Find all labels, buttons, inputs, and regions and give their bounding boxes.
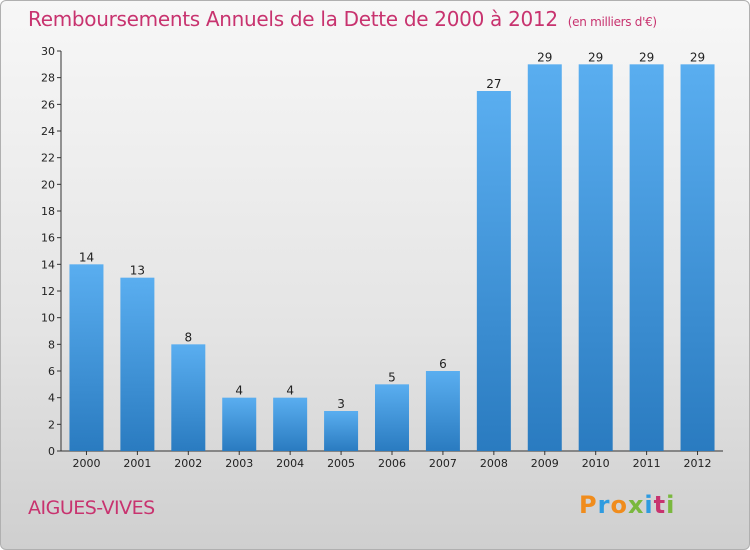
y-tick-label: 14 [41,258,55,271]
bar-2000 [69,264,104,451]
bar-value-label: 29 [639,50,654,64]
x-tick-label: 2008 [480,457,508,470]
bar-2004 [273,397,308,451]
chart-unit: (en milliers d'€) [567,15,657,29]
x-tick-label: 2006 [378,457,406,470]
y-tick-label: 22 [41,152,55,165]
y-tick-label: 2 [48,418,55,431]
bar-value-label: 6 [439,357,447,371]
bar-2002 [171,344,206,451]
proxiti-logo: Proxiti [579,491,675,519]
y-tick-label: 6 [48,365,55,378]
bar-2012 [680,64,715,452]
logo-letter: t [653,491,667,519]
bar-2011 [629,64,664,452]
y-tick-label: 16 [41,232,55,245]
chart-title-text: Remboursements Annuels de la Dette de 20… [28,7,558,31]
x-tick-label: 2000 [72,457,100,470]
x-tick-label: 2005 [327,457,355,470]
bar-2001 [120,277,155,451]
logo-letter: P [579,491,598,519]
y-tick-label: 4 [48,392,55,405]
y-tick-label: 20 [41,178,55,191]
y-tick-label: 8 [48,338,55,351]
city-name: AIGUES-VIVES [28,497,155,519]
x-tick-label: 2007 [429,457,457,470]
bar-2003 [222,397,257,451]
bar-2005 [324,411,359,451]
y-tick-label: 10 [41,312,55,325]
x-tick-label: 2002 [174,457,202,470]
bar-value-label: 29 [588,50,603,64]
bar-value-label: 14 [79,250,94,264]
x-tick-label: 2012 [684,457,712,470]
bar-2007 [425,371,460,451]
bar-value-label: 27 [486,77,501,91]
bar-value-label: 3 [337,397,345,411]
bar-2009 [527,64,562,452]
chart-title: Remboursements Annuels de la Dette de 20… [28,7,657,31]
bar-value-label: 29 [537,50,552,64]
y-tick-label: 28 [41,72,55,85]
y-tick-label: 30 [41,45,55,58]
logo-letter: i [666,491,676,519]
bar-2008 [476,91,511,451]
bar-2010 [578,64,613,452]
bar-value-label: 5 [388,370,396,384]
logo-letter: o [610,491,628,519]
x-tick-label: 2010 [582,457,610,470]
bar-value-label: 8 [184,330,192,344]
x-tick-label: 2011 [633,457,661,470]
bar-value-label: 4 [235,384,243,398]
x-tick-label: 2004 [276,457,304,470]
y-tick-label: 26 [41,98,55,111]
x-tick-label: 2001 [123,457,151,470]
y-tick-label: 24 [41,125,55,138]
y-tick-label: 18 [41,205,55,218]
logo-letter: x [627,491,645,519]
x-tick-label: 2009 [531,457,559,470]
x-tick-label: 2003 [225,457,253,470]
bar-2006 [375,384,409,451]
y-tick-label: 12 [41,285,55,298]
bar-value-label: 4 [286,384,294,398]
logo-letter: i [644,491,654,519]
bar-value-label: 29 [690,50,705,64]
bar-value-label: 13 [130,264,145,278]
y-tick-label: 0 [48,445,55,458]
logo-letter: r [597,491,611,519]
